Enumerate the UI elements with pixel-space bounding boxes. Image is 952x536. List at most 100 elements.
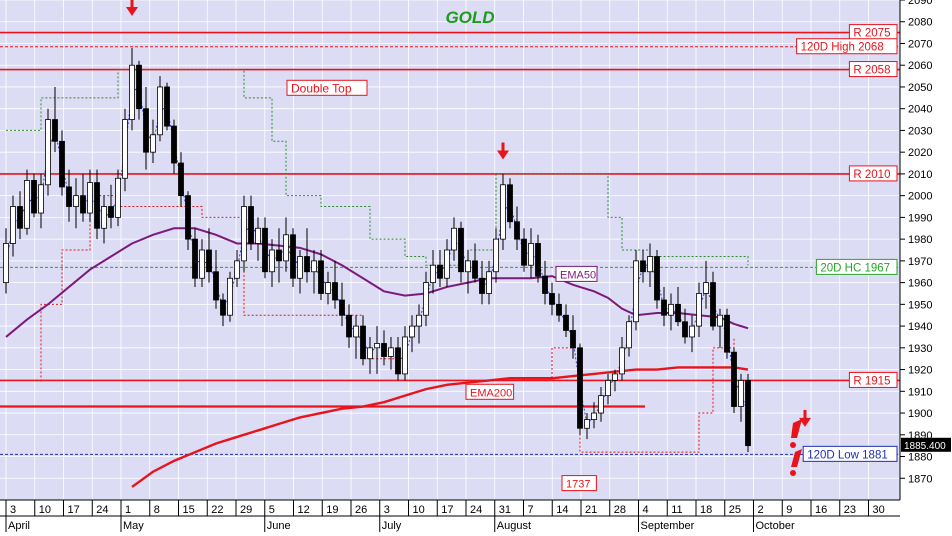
candle-body (717, 314, 723, 327)
y-tick-label: 2020 (908, 147, 932, 159)
candle (731, 347, 737, 414)
candle-body (500, 184, 506, 240)
candle (535, 234, 541, 283)
last-price-tag: 1885.400 (901, 437, 951, 452)
candle-body (738, 380, 744, 407)
candle-body (423, 282, 429, 316)
grid (0, 0, 900, 500)
candle-body (171, 125, 177, 164)
x-tick-label: 11 (671, 504, 682, 516)
arrow-head (497, 150, 509, 160)
exclamation-bar-2 (791, 449, 802, 467)
candle-body (521, 238, 527, 266)
y-tick-label: 1940 (908, 321, 932, 333)
candle (290, 228, 296, 287)
y-tick-label: 1900 (908, 408, 932, 420)
candle-body (304, 256, 310, 273)
candle-body (640, 260, 646, 273)
x-tick-label: 15 (183, 504, 195, 516)
candle (346, 304, 352, 348)
y-tick-label: 2000 (908, 191, 932, 203)
candle-body (612, 373, 618, 381)
candle-body (318, 260, 324, 294)
candle (73, 178, 79, 229)
candle (598, 386, 604, 422)
candle (577, 343, 583, 435)
candle-body (262, 227, 268, 273)
level-label-box (815, 258, 898, 275)
annotation-label: Double Top (291, 81, 352, 95)
candle-body (73, 195, 79, 207)
plot-background (0, 0, 900, 500)
x-tick-label: 9 (786, 504, 792, 516)
exclamation-dot-2 (790, 470, 796, 476)
y-tick-label: 2050 (908, 82, 932, 94)
candle (437, 250, 443, 287)
candle-body (381, 343, 387, 357)
candle (311, 250, 317, 294)
candle-body (234, 260, 240, 279)
candle (430, 250, 436, 294)
candle-body (696, 293, 702, 327)
candle-body (619, 347, 625, 375)
candle (360, 315, 366, 366)
candle (395, 336, 401, 381)
candle-body (164, 86, 170, 127)
candle (423, 271, 429, 327)
candle (199, 239, 205, 287)
y-tick-label: 2090 (908, 0, 932, 7)
candle (591, 402, 597, 429)
candle (332, 260, 338, 309)
x-tick-label: 17 (441, 504, 453, 516)
candle-body (731, 351, 737, 407)
candle-body (129, 64, 135, 120)
y-tick-label: 1910 (908, 386, 932, 398)
y-tick-label: 1890 (908, 430, 932, 442)
level-label-box (848, 371, 898, 388)
candle-body (220, 299, 226, 316)
level-label: 20D HC 1967 (820, 262, 890, 274)
candle-body (556, 303, 562, 316)
x-tick-label: 3 (384, 504, 390, 516)
candle-body (353, 325, 359, 338)
candle-body (87, 182, 93, 214)
y-tick-label: 2010 (908, 169, 932, 181)
candle (276, 228, 282, 283)
x-tick-label: 3 (10, 504, 16, 516)
candle-body (59, 140, 65, 188)
x-tick-label: 29 (240, 504, 252, 516)
x-tick-label: 21 (585, 504, 597, 516)
candle-body (563, 314, 569, 331)
green-stop-line (6, 69, 749, 266)
candle-body (241, 206, 247, 262)
y-tick-label: 1930 (908, 343, 932, 355)
y-tick-label: 1870 (908, 473, 932, 485)
candle-body (745, 380, 751, 447)
candle (24, 169, 30, 235)
x-tick-label: 28 (614, 504, 626, 516)
candle (87, 169, 93, 222)
x-tick-label: 24 (96, 504, 108, 516)
candle (717, 308, 723, 348)
exclamation-bar-1 (791, 419, 802, 438)
candle-body (549, 293, 555, 305)
candle-body (94, 182, 100, 229)
candle-body (206, 249, 212, 273)
x-tick-label: 10 (39, 504, 51, 516)
candle-body (374, 343, 380, 349)
candle (549, 282, 555, 316)
candle-body (283, 234, 289, 262)
candle-body (703, 282, 709, 294)
candle (507, 178, 513, 229)
candle-body (269, 249, 275, 273)
candle (444, 239, 450, 287)
x-tick-label: 14 (556, 504, 568, 516)
candle (283, 217, 289, 272)
candle (409, 315, 415, 353)
x-tick-label: 1 (125, 504, 131, 516)
candle (619, 336, 625, 381)
x-tick-label: 19 (326, 504, 338, 516)
exclamation-dot-1 (790, 442, 796, 448)
level-label-box (848, 165, 898, 182)
exclamation-icon (790, 419, 802, 476)
